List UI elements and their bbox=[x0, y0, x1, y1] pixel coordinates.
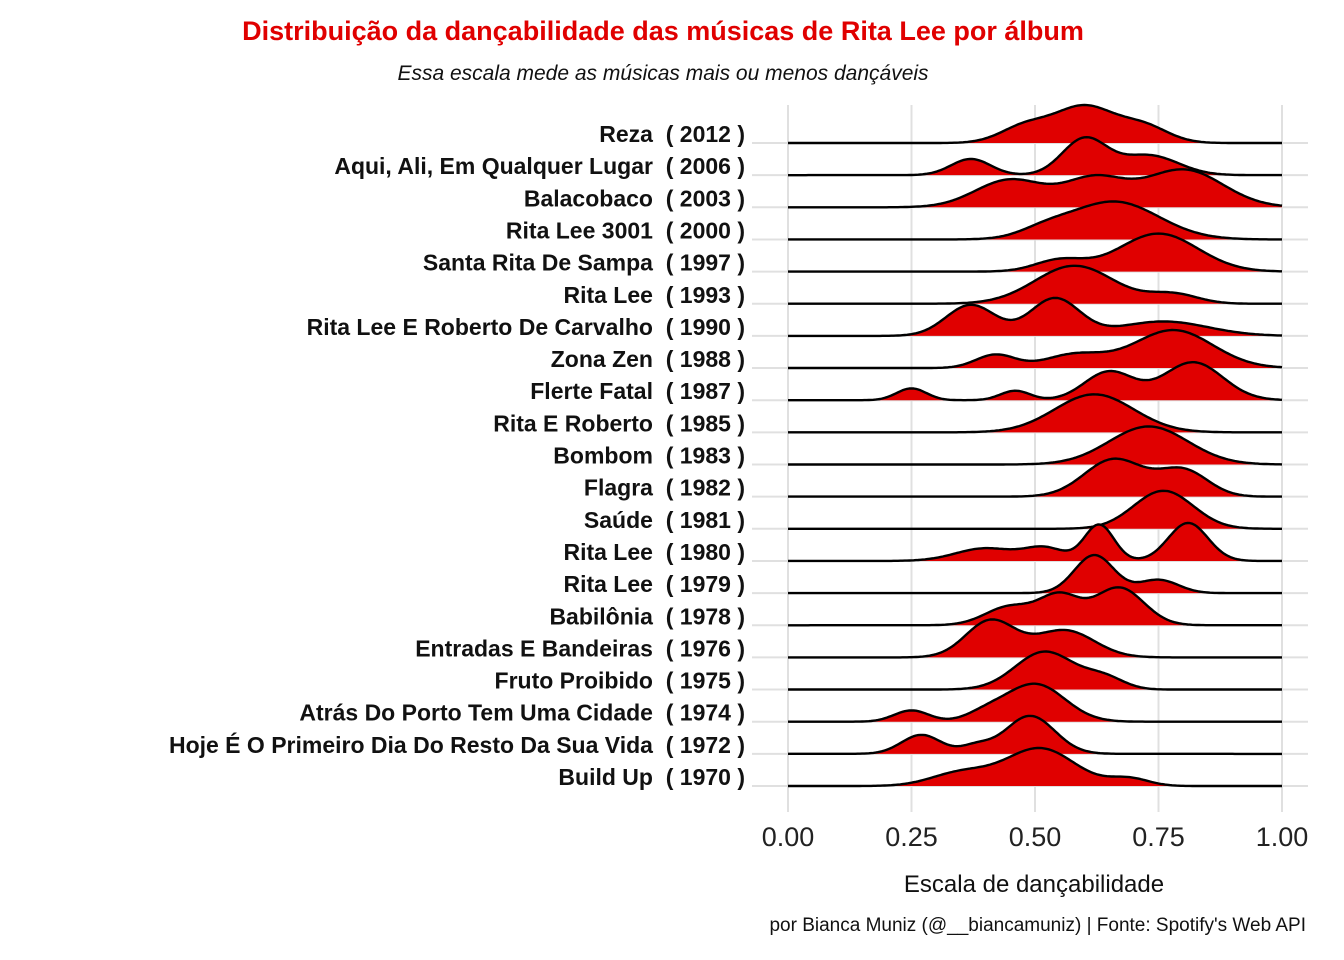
ridge-outline bbox=[788, 521, 1282, 563]
album-label: Zona Zen ( 1988 ) bbox=[551, 346, 745, 372]
album-label: Saúde ( 1981 ) bbox=[584, 507, 745, 533]
album-label: Fruto Proibido ( 1975 ) bbox=[495, 668, 745, 694]
album-label: Rita Lee ( 1993 ) bbox=[563, 282, 745, 308]
ridge-outline bbox=[788, 618, 1282, 659]
album-label: Flagra ( 1982 ) bbox=[584, 475, 745, 501]
ridge-area bbox=[788, 651, 1282, 690]
ridge-outline bbox=[788, 586, 1282, 627]
ridge-outline bbox=[788, 168, 1283, 209]
album-label: Flerte Fatal ( 1987 ) bbox=[530, 378, 745, 404]
ridge-outline bbox=[788, 425, 1283, 466]
ridge-area bbox=[788, 233, 1282, 272]
album-label: Aqui, Ali, Em Qualquer Lugar ( 2006 ) bbox=[334, 153, 745, 179]
ridge-area bbox=[788, 683, 1282, 722]
ridge-outline bbox=[788, 393, 1282, 434]
album-label: Build Up ( 1970 ) bbox=[558, 764, 745, 790]
y-labels-layer: Reza ( 2012 ) Aqui, Ali, Em Qualquer Luga… bbox=[169, 121, 745, 790]
ridge-area bbox=[788, 201, 1282, 240]
ridge-outline bbox=[788, 328, 1283, 370]
x-ticks-layer: 0.00 0.25 0.50 0.75 1.00 bbox=[762, 822, 1309, 852]
x-tick-label: 0.25 bbox=[885, 822, 938, 852]
x-tick-label: 0.50 bbox=[1009, 822, 1062, 852]
album-label: Hoje É O Primeiro Dia Do Resto Da Sua Vi… bbox=[169, 731, 745, 758]
album-label: Rita Lee ( 1979 ) bbox=[563, 571, 745, 597]
ridge-area bbox=[788, 748, 1282, 786]
album-label: Rita Lee ( 1980 ) bbox=[563, 539, 745, 565]
ridge-area bbox=[788, 137, 1282, 176]
ridge-area bbox=[788, 169, 1282, 208]
ridge-outline bbox=[788, 682, 1282, 723]
caption: por Bianca Muniz (@__biancamuniz) | Font… bbox=[769, 915, 1306, 936]
ridge-area bbox=[788, 426, 1282, 465]
ridge-outline bbox=[788, 714, 1282, 756]
ridge-area bbox=[788, 458, 1282, 497]
ridge-area bbox=[788, 105, 1282, 143]
ridge-outline bbox=[788, 136, 1282, 177]
ridge-outline bbox=[788, 296, 1283, 338]
ridge-outline bbox=[788, 457, 1282, 498]
album-label: Balacobaco ( 2003 ) bbox=[524, 185, 745, 211]
album-label: Babilônia ( 1978 ) bbox=[549, 603, 745, 629]
ridges-layer bbox=[788, 103, 1283, 788]
ridge-outline bbox=[788, 264, 1282, 305]
chart-subtitle: Essa escala mede as músicas mais ou meno… bbox=[397, 62, 929, 85]
ridge-outline bbox=[788, 489, 1282, 530]
ridge-area bbox=[788, 362, 1282, 401]
ridge-area bbox=[788, 265, 1282, 304]
album-label: Entradas E Bandeiras ( 1976 ) bbox=[415, 635, 745, 661]
album-label: Rita Lee 3001 ( 2000 ) bbox=[506, 217, 745, 243]
ridge-outline bbox=[788, 650, 1282, 691]
ridge-outline bbox=[788, 553, 1282, 595]
ridge-outline bbox=[788, 746, 1282, 788]
ridge-outline bbox=[788, 200, 1282, 241]
ridge-area bbox=[788, 330, 1282, 369]
album-label: Rita E Roberto ( 1985 ) bbox=[493, 410, 745, 436]
chart-title: Distribuição da dançabilidade das música… bbox=[242, 16, 1084, 46]
ridge-outline bbox=[788, 103, 1282, 145]
album-label: Bombom ( 1983 ) bbox=[553, 443, 745, 469]
ridge-area bbox=[788, 490, 1282, 529]
x-axis-title: Escala de dançabilidade bbox=[904, 871, 1164, 898]
x-tick-label: 0.00 bbox=[762, 822, 815, 852]
x-tick-label: 0.75 bbox=[1132, 822, 1185, 852]
ridge-area bbox=[788, 619, 1282, 658]
ridge-outline bbox=[788, 232, 1282, 273]
x-tick-label: 1.00 bbox=[1256, 822, 1309, 852]
ridge-area bbox=[788, 715, 1282, 754]
album-label: Rita Lee E Roberto De Carvalho ( 1990 ) bbox=[307, 314, 745, 340]
ridge-outline bbox=[788, 361, 1283, 402]
ridge-area bbox=[788, 555, 1282, 594]
album-label: Reza ( 2012 ) bbox=[599, 121, 745, 147]
ridge-area bbox=[788, 523, 1282, 561]
album-label: Atrás Do Porto Tem Uma Cidade ( 1974 ) bbox=[299, 700, 745, 726]
album-label: Santa Rita De Sampa ( 1997 ) bbox=[423, 250, 745, 276]
ridge-area bbox=[788, 297, 1282, 336]
